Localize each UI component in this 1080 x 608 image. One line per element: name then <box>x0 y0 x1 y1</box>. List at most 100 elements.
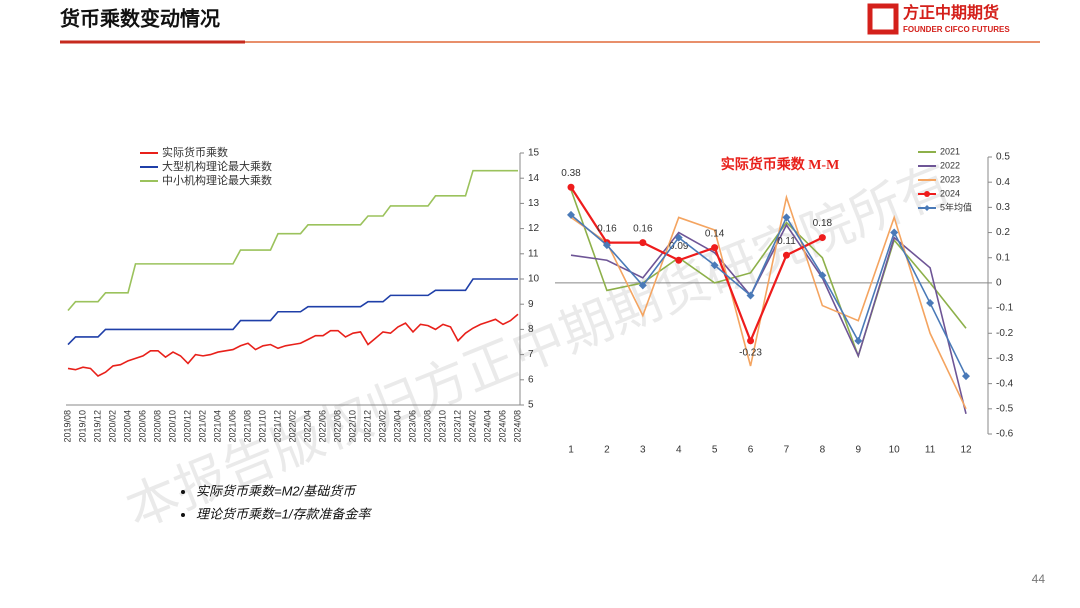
x-tick-label: 12 <box>960 445 972 456</box>
data-label: -0.23 <box>739 347 762 358</box>
x-tick-label: 6 <box>748 445 754 456</box>
x-tick-label: 10 <box>889 445 901 456</box>
y-tick-label: 8 <box>528 324 534 335</box>
legend-label: 2024 <box>940 188 960 198</box>
y-tick-label: 0.4 <box>996 177 1010 188</box>
x-tick-label: 5 <box>712 445 718 456</box>
x-tick-label: 2 <box>604 445 610 456</box>
y-tick-label: -0.2 <box>996 328 1014 339</box>
logo-cn: 方正中期期货 <box>903 3 999 22</box>
point <box>890 228 899 237</box>
x-tick-label: 2023/02 <box>377 410 387 443</box>
x-tick-label: 11 <box>925 445 936 456</box>
bullet-dot <box>181 513 185 517</box>
y-tick-label: 15 <box>528 148 540 159</box>
x-tick-label: 2023/06 <box>407 410 417 443</box>
x-tick-label: 2021/08 <box>242 410 252 443</box>
y-tick-label: 11 <box>528 248 539 259</box>
y-tick-label: 12 <box>528 223 540 234</box>
point <box>602 241 611 250</box>
y-tick-label: 0.5 <box>996 152 1010 163</box>
point <box>567 210 575 219</box>
point <box>926 299 935 308</box>
y-tick-label: 0.2 <box>996 227 1010 238</box>
x-tick-label: 2021/02 <box>197 410 207 443</box>
x-tick-label: 2023/08 <box>422 410 432 443</box>
page-number: 44 <box>1032 572 1046 586</box>
chart-title: 实际货币乘数 M-M <box>721 156 840 173</box>
x-tick-label: 2024/06 <box>497 410 507 443</box>
y-tick-label: 14 <box>528 173 540 184</box>
legend-label: 5年均值 <box>940 201 972 212</box>
x-tick-label: 2022/02 <box>287 410 297 443</box>
y-tick-label: 7 <box>528 349 534 360</box>
x-tick-label: 2022/06 <box>317 410 327 443</box>
x-tick-label: 3 <box>640 445 646 456</box>
y-tick-label: 10 <box>528 274 540 285</box>
x-tick-label: 2020/06 <box>137 410 147 443</box>
point <box>711 244 719 252</box>
x-tick-label: 2024/08 <box>512 410 522 443</box>
series-line <box>570 186 823 344</box>
x-tick-label: 2024/04 <box>482 410 492 443</box>
series-line <box>67 169 518 312</box>
data-label: 0.14 <box>705 228 725 239</box>
x-tick-label: 2021/10 <box>257 410 267 443</box>
point <box>710 261 719 270</box>
x-tick-label: 2019/10 <box>77 410 87 443</box>
x-tick-label: 2023/04 <box>392 410 402 443</box>
x-tick-label: 2022/12 <box>362 410 372 443</box>
series-line <box>570 194 967 410</box>
x-tick-label: 9 <box>855 445 861 456</box>
data-label: 0.09 <box>669 241 689 252</box>
point <box>746 291 755 300</box>
y-tick-label: 9 <box>528 299 534 310</box>
bullet: 理论货币乘数=1/存款准备金率 <box>196 506 372 521</box>
logo-mark <box>867 3 899 35</box>
data-label: 0.18 <box>813 218 833 229</box>
x-tick-label: 2019/12 <box>92 410 102 443</box>
series-line <box>570 214 967 377</box>
x-tick-label: 2022/08 <box>332 410 342 443</box>
point <box>675 256 683 264</box>
data-label: 0.11 <box>777 236 796 247</box>
x-tick-label: 2020/02 <box>107 410 117 443</box>
x-tick-label: 2021/04 <box>212 410 222 443</box>
x-tick-label: 2022/04 <box>302 410 312 443</box>
point <box>854 336 863 345</box>
point <box>962 372 970 381</box>
series-line <box>570 189 967 359</box>
x-tick-label: 2023/12 <box>452 410 462 443</box>
data-label: 0.38 <box>561 168 581 179</box>
legend-label: 2021 <box>940 146 960 156</box>
series-line <box>67 313 519 377</box>
x-tick-label: 8 <box>820 445 826 456</box>
bullet-dot <box>181 490 185 494</box>
data-label: 0.16 <box>633 223 653 234</box>
y-tick-label: 0 <box>996 278 1002 289</box>
legend-label: 2023 <box>940 174 960 184</box>
x-tick-label: 2020/10 <box>167 410 177 443</box>
x-tick-label: 2023/10 <box>437 410 447 443</box>
point <box>782 213 791 222</box>
legend-label: 2022 <box>940 160 960 170</box>
y-tick-label: -0.6 <box>996 429 1014 440</box>
legend-marker <box>924 205 930 211</box>
point <box>818 234 826 242</box>
x-tick-label: 1 <box>568 445 574 456</box>
data-label: 0.16 <box>597 223 617 234</box>
x-tick-label: 2020/04 <box>122 410 132 443</box>
y-tick-label: -0.5 <box>996 403 1014 414</box>
x-tick-label: 2019/08 <box>62 410 72 443</box>
point <box>638 281 647 290</box>
point <box>674 233 683 242</box>
point <box>818 271 827 280</box>
x-tick-label: 7 <box>784 445 790 456</box>
point <box>567 183 575 191</box>
point <box>639 239 647 247</box>
x-tick-label: 2021/06 <box>227 410 237 443</box>
y-tick-label: 5 <box>528 400 534 411</box>
legend-label: 实际货币乘数 <box>162 145 228 159</box>
